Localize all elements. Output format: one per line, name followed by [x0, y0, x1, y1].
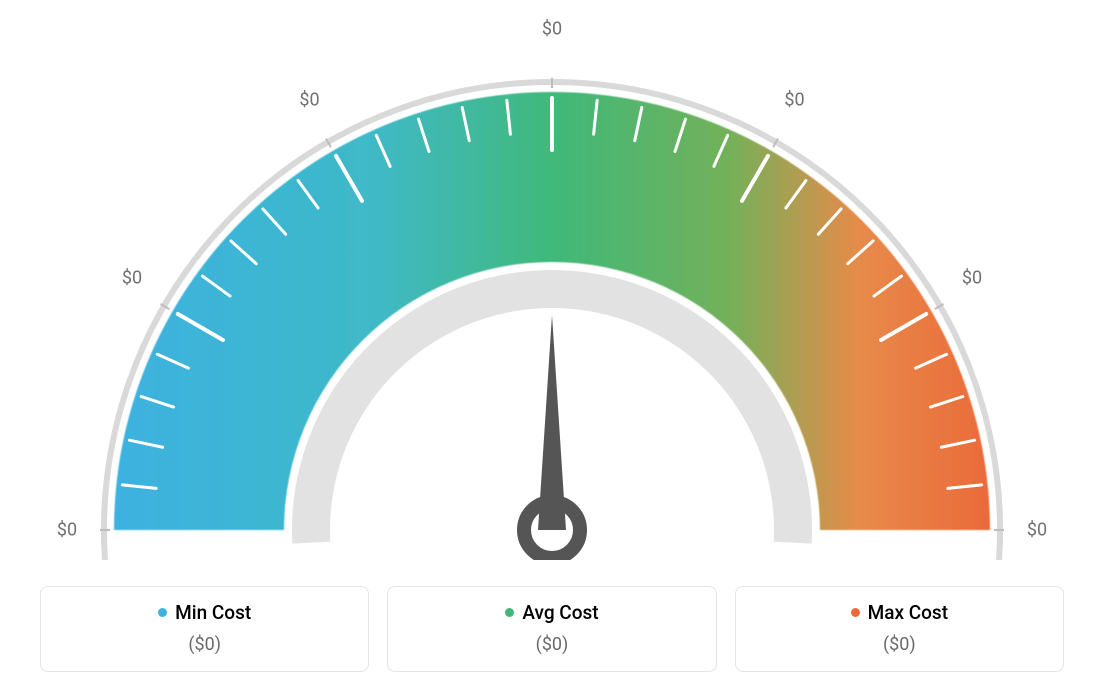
legend-card-max: Max Cost ($0)	[735, 586, 1064, 672]
legend-label-avg: Avg Cost	[522, 601, 598, 624]
scale-label: $0	[57, 520, 77, 541]
legend-label-max: Max Cost	[868, 601, 948, 624]
legend-dot-max	[851, 608, 860, 617]
scale-label: $0	[1027, 520, 1047, 541]
scale-label: $0	[299, 89, 319, 110]
legend-value-max: ($0)	[746, 634, 1053, 655]
legend-dot-avg	[505, 608, 514, 617]
legend-card-min: Min Cost ($0)	[40, 586, 369, 672]
scale-label: $0	[542, 19, 562, 40]
gauge-area: $0$0$0$0$0$0$0	[52, 40, 1052, 560]
scale-label: $0	[784, 89, 804, 110]
scale-label: $0	[962, 267, 982, 288]
legend-dot-min	[158, 608, 167, 617]
legend-card-avg: Avg Cost ($0)	[387, 586, 716, 672]
legend-value-avg: ($0)	[398, 634, 705, 655]
scale-label: $0	[122, 267, 142, 288]
gauge-svg	[52, 40, 1052, 560]
legend-label-min: Min Cost	[175, 601, 251, 624]
cost-gauge-chart: $0 $0 $0 $0 $0 $0 $0 Min Cost ($0) Avg Cost ($…	[0, 0, 1104, 690]
legend-row: Min Cost ($0) Avg Cost ($0) Max Cost ($0…	[40, 586, 1064, 672]
legend-value-min: ($0)	[51, 634, 358, 655]
